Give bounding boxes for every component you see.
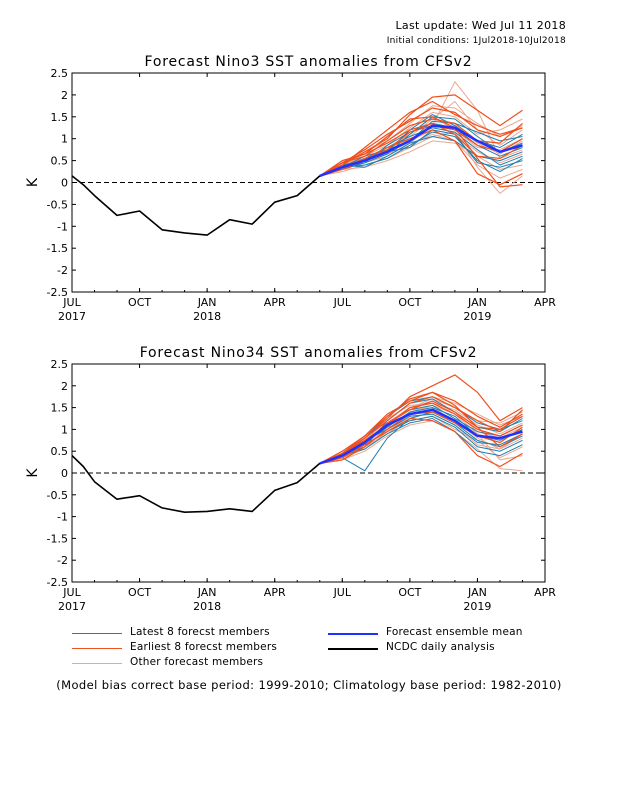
panel2-observed-line [71,455,321,514]
footnote: (Model bias correct base period: 1999-20… [56,678,562,692]
panel1-earliest-member-line [319,118,523,177]
panel2-xtick-label: JAN [197,586,217,599]
panel2-xtick-label: JAN [467,586,487,599]
panel1-xtick-label: JUL [62,296,81,309]
panel2-ensemble-mean-line [319,408,523,465]
panel1-ylabel: K [25,177,41,187]
panel1-ytick-label: 2.5 [51,67,69,80]
panel1-xtick-label: JAN [197,296,217,309]
panel2-xtick-label: APR [534,586,556,599]
legend-line-mean [328,633,378,635]
panel1-xtick-label: JAN [467,296,487,309]
panel1-ytick-label: -1 [57,220,68,233]
panel2-xtick-label: OCT [398,586,421,599]
panel1-ytick-label: 0.5 [51,155,69,168]
panel2-xtick-label: JUL [333,586,352,599]
panel2-ytick-label: 2 [61,380,68,393]
panel2-ylabel: K [25,468,41,478]
panel2-xtick-year: 2019 [463,600,491,613]
panel1-ytick-label: 2 [61,89,68,102]
panel2-ytick-label: 0.5 [51,445,69,458]
panel2-ytick-label: -1 [57,511,68,524]
legend-label-other: Other forecast members [130,656,264,668]
legend-label-mean: Forecast ensemble mean [386,626,523,638]
panel1-xtick-label: JUL [333,296,352,309]
panel1-ytick-label: 1 [61,133,68,146]
panel1-ytick-label: 0 [61,177,68,190]
panel1-xtick-label: APR [534,296,556,309]
legend-label-latest: Latest 8 forecst members [130,626,270,638]
panel2-xtick-label: OCT [128,586,151,599]
panel2-earliest-member-line [319,417,523,468]
panel2-xtick-year: 2018 [193,600,221,613]
panel2-latest-member-line [319,418,523,464]
panel2-ytick-label: 1.5 [51,402,69,415]
panel2-earliest-member-line [319,391,523,464]
panel2-other-member-line [319,420,523,472]
panel2-title: Forecast Nino34 SST anomalies from CFSv2 [140,345,478,361]
legend-line-latest [72,633,122,634]
panel2-ytick-label: 0 [61,467,68,480]
panel1-xtick-year: 2019 [463,310,491,323]
panel2-earliest-member-line [319,396,523,464]
panel1-xtick-label: APR [264,296,286,309]
panel1-xtick-label: OCT [398,296,421,309]
panel1-xtick-label: OCT [128,296,151,309]
last-update-text: Last update: Wed Jul 11 2018 [395,19,566,32]
panel1-title: Forecast Nino3 SST anomalies from CFSv2 [145,54,473,70]
panel1-ytick-label: -2 [57,264,68,277]
panel1-earliest-member-line [319,122,523,177]
panel2-ytick-label: -2 [57,554,68,567]
panel2-ytick-label: -1.5 [47,532,68,545]
panel1-other-member-line [319,140,523,177]
panel1-ytick-label: -0.5 [47,198,68,211]
panel1-latest-member-line [319,136,523,177]
panel1-ytick-label: -2.5 [47,286,68,299]
panel2-ytick-label: -2.5 [47,576,68,589]
panel2-ytick-label: 2.5 [51,358,69,371]
panel2-xtick-label: JUL [62,586,81,599]
panel1-earliest-member-line [319,100,523,177]
panel1-observed-line [71,175,321,236]
panel1-ensemble-mean-line [319,124,523,178]
panel2-plot-frame [71,363,546,583]
legend-label-earliest: Earliest 8 forecst members [130,641,278,653]
panel1-ytick-label: -1.5 [47,242,68,255]
legend-line-earliest [72,648,122,649]
panel2-ytick-label: 1 [61,423,68,436]
legend-line-obs [328,648,378,650]
legend-line-other [72,663,122,664]
panel1-xtick-year: 2018 [193,310,221,323]
panel2-ytick-label: -0.5 [47,489,68,502]
panel1-other-member-line [319,111,523,177]
panel1-ytick-label: 1.5 [51,111,69,124]
panel1-plot-frame [71,72,546,293]
panel2-xtick-label: APR [264,586,286,599]
panel1-latest-member-line [319,120,523,177]
panel2-xtick-year: 2017 [58,600,86,613]
legend-label-obs: NCDC daily analysis [386,641,495,653]
panel1-xtick-year: 2017 [58,310,86,323]
panel1-earliest-member-line [319,116,523,188]
panel2-earliest-member-line [319,374,523,464]
initial-conditions-text: Initial conditions: 1Jul2018-10Jul2018 [386,36,566,46]
